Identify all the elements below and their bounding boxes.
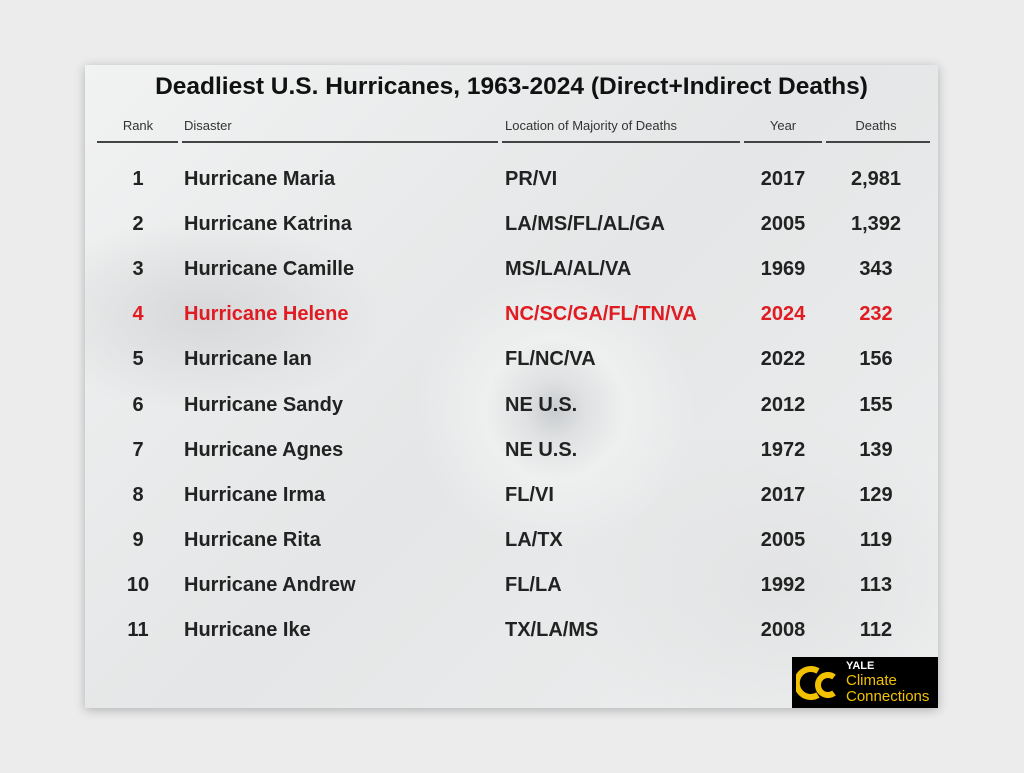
table-cell: 5 xyxy=(132,348,144,371)
table-cell: 2017 xyxy=(760,168,806,190)
logo-text: Climate xyxy=(846,672,897,689)
header-rule xyxy=(182,141,498,143)
table-cell: Hurricane Irma xyxy=(184,483,326,506)
table-cell: 7 xyxy=(132,438,144,461)
table-cell: 2,981 xyxy=(850,168,902,190)
table-cell: Hurricane Ike xyxy=(184,619,311,641)
table-cell: Hurricane Katrina xyxy=(184,213,352,236)
table-cell: NE U.S. xyxy=(505,438,578,461)
table-cell: 10 xyxy=(126,573,150,596)
table-cell: FL/VI xyxy=(505,483,554,506)
table-cell: 6 xyxy=(132,393,144,416)
column-header: Disaster xyxy=(184,118,232,133)
table-cell: 155 xyxy=(859,393,893,416)
header-rule xyxy=(97,141,178,143)
table-cell: 156 xyxy=(859,348,893,371)
table-cell: 139 xyxy=(859,438,893,461)
column-header: Year xyxy=(769,118,797,133)
table-cell: 2017 xyxy=(760,483,806,506)
table-cell: 8 xyxy=(132,483,144,506)
table-cell: Hurricane Andrew xyxy=(184,573,356,596)
table-cell: 1 xyxy=(132,168,144,190)
table-cell: 2012 xyxy=(760,393,806,416)
table-cell: LA/TX xyxy=(505,528,563,551)
table-cell: 2005 xyxy=(760,213,806,236)
table-cell: FL/LA xyxy=(505,573,562,596)
table-cell: 2008 xyxy=(760,619,806,641)
logo-text: Connections xyxy=(846,688,930,705)
table-cell: LA/MS/FL/AL/GA xyxy=(505,213,665,236)
header-rule xyxy=(826,141,930,143)
table-cell: 112 xyxy=(859,619,893,641)
table-cell: 4 xyxy=(132,303,144,326)
table-cell: 2024 xyxy=(760,303,806,326)
table-cell: 119 xyxy=(859,528,893,551)
table-cell: 3 xyxy=(132,258,144,281)
logo-text: YALE xyxy=(846,660,875,672)
column-header: Location of Majority of Deaths xyxy=(505,118,677,133)
table-cell: NE U.S. xyxy=(505,393,578,416)
title: Deadliest U.S. Hurricanes, 1963-2024 (Di… xyxy=(155,73,868,100)
table-cell: PR/VI xyxy=(505,168,558,190)
table-cell: 11 xyxy=(127,619,149,641)
header-rule xyxy=(502,141,740,143)
table-cell: 232 xyxy=(859,303,893,326)
table-cell: FL/NC/VA xyxy=(505,348,596,371)
table-cell: Hurricane Agnes xyxy=(184,438,344,461)
table-cell: Hurricane Helene xyxy=(184,303,349,326)
table-cell: 129 xyxy=(859,483,893,506)
table-cell: MS/LA/AL/VA xyxy=(505,258,632,281)
table-cell: 1,392 xyxy=(850,213,902,236)
table-cell: 113 xyxy=(859,573,893,596)
table-cell: TX/LA/MS xyxy=(505,619,599,641)
logo: YALE Climate Connections xyxy=(792,657,938,708)
table-cell: Hurricane Sandy xyxy=(184,393,343,416)
column-header: Deaths xyxy=(855,118,897,133)
header-rule xyxy=(744,141,822,143)
table-cell: Hurricane Maria xyxy=(184,168,336,190)
table-cell: 9 xyxy=(132,528,144,551)
table-cell: Hurricane Rita xyxy=(184,528,321,551)
column-header: Rank xyxy=(122,118,154,133)
logo-icon xyxy=(796,666,836,700)
table-cell: 1972 xyxy=(760,438,806,461)
table-cell: 1992 xyxy=(760,573,806,596)
table-cell: 2022 xyxy=(760,348,806,371)
table-cell: Hurricane Ian xyxy=(184,348,312,371)
table-cell: NC/SC/GA/FL/TN/VA xyxy=(505,303,697,326)
table-cell: Hurricane Camille xyxy=(184,258,355,281)
table-cell: 2005 xyxy=(760,528,806,551)
table-cell: 1969 xyxy=(760,258,806,281)
table-card: Deadliest U.S. Hurricanes, 1963-2024 (Di… xyxy=(85,65,938,708)
table-cell: 2 xyxy=(132,213,144,236)
table-cell: 343 xyxy=(859,258,893,281)
